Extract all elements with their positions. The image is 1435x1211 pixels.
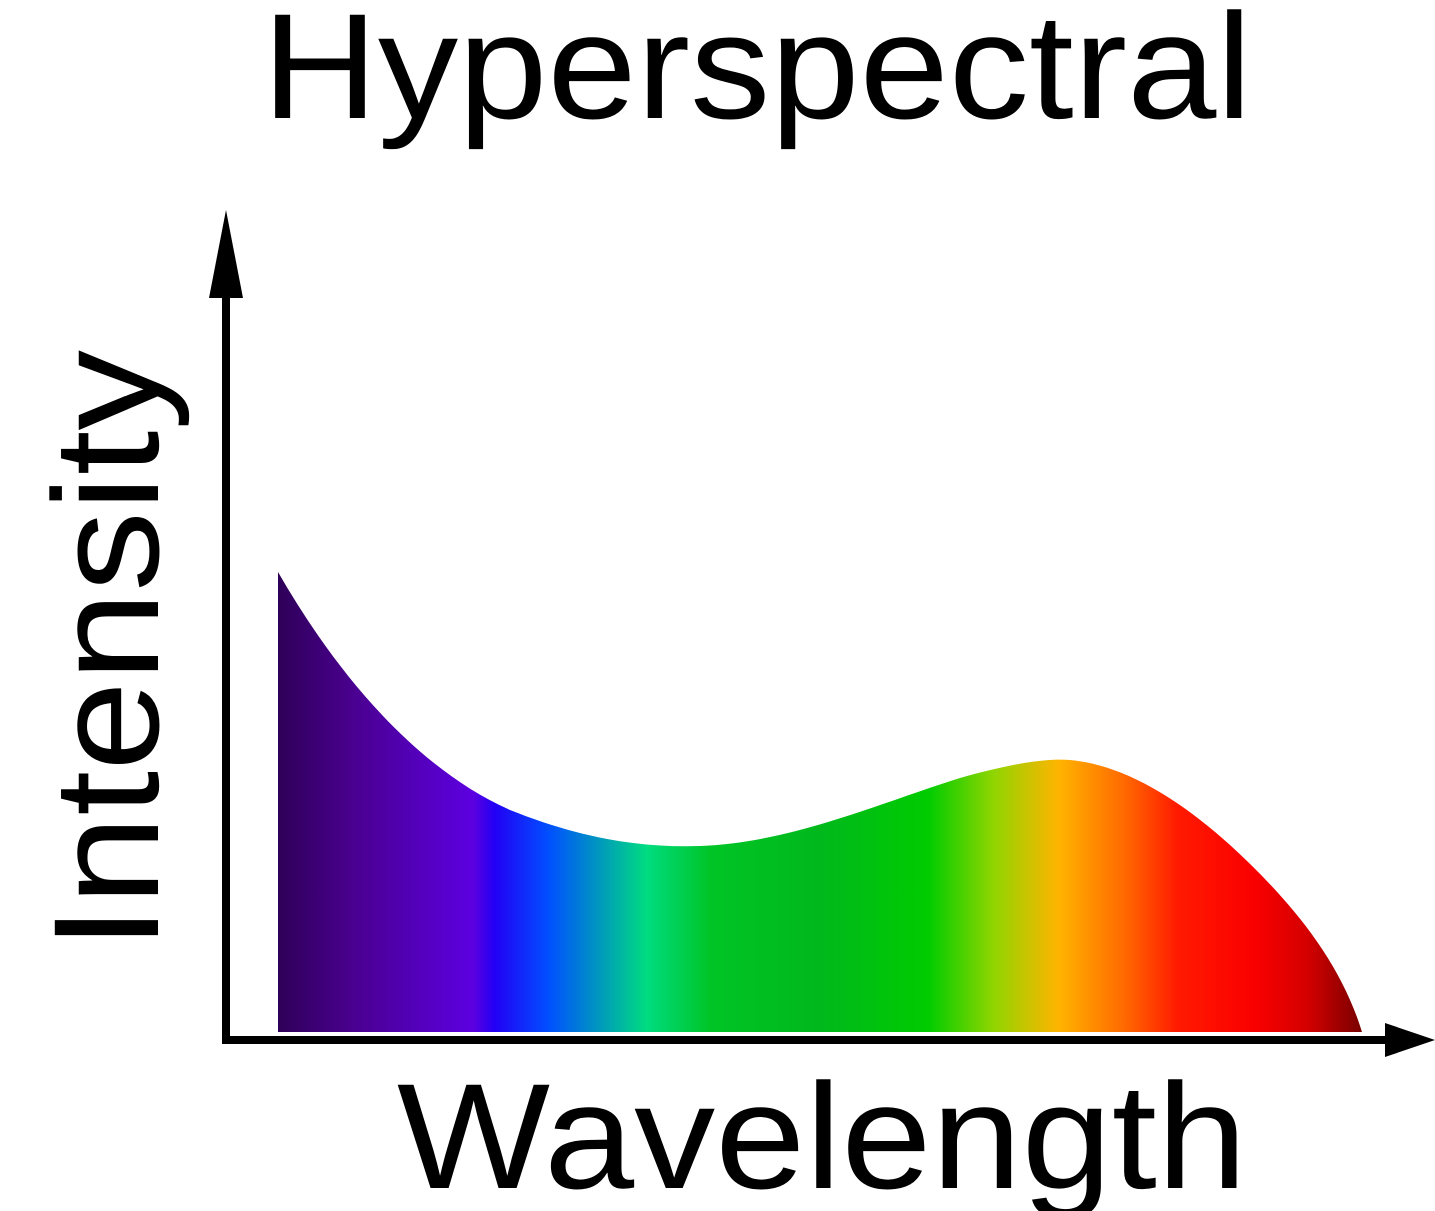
x-axis-arrow-icon — [1385, 1023, 1435, 1057]
spectrum-curve-area — [278, 572, 1362, 1032]
y-axis-arrow-icon — [209, 210, 243, 298]
y-axis-label: Intensity — [22, 350, 190, 950]
x-axis-label: Wavelength — [397, 1052, 1247, 1211]
diagram-title: Hyperspectral — [262, 0, 1252, 150]
